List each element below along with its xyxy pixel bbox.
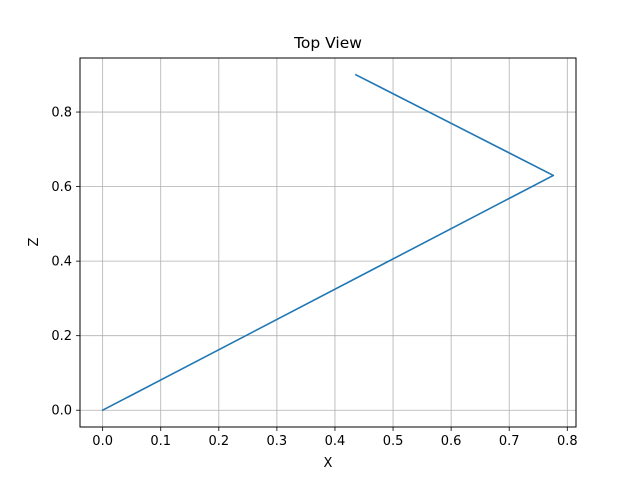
y-axis-label: Z — [27, 237, 42, 246]
x-axis-ticks: 0.0 0.1 0.2 0.3 0.4 0.5 0.6 0.7 0.8 — [92, 427, 578, 449]
x-tick-label: 0.4 — [325, 434, 346, 449]
x-tick-label: 0.3 — [267, 434, 288, 449]
x-axis-label: X — [324, 456, 333, 471]
x-tick-label: 0.2 — [208, 434, 229, 449]
y-tick-label: 0.8 — [51, 106, 72, 121]
trajectory-line — [101, 73, 555, 412]
y-tick-label: 0.6 — [51, 180, 72, 195]
y-axis-ticks: 0.0 0.2 0.4 0.6 0.8 — [51, 106, 80, 419]
x-tick-label: 0.7 — [499, 434, 520, 449]
x-tick-label: 0.0 — [92, 434, 113, 449]
x-tick-label: 0.5 — [383, 434, 404, 449]
y-tick-label: 0.2 — [51, 329, 72, 344]
x-tick-label: 0.1 — [150, 434, 171, 449]
x-tick-label: 0.6 — [441, 434, 462, 449]
y-tick-label: 0.0 — [51, 404, 72, 419]
grid — [80, 58, 576, 427]
series-layer — [101, 73, 555, 412]
x-tick-label: 0.8 — [557, 434, 578, 449]
plot-frame — [79, 57, 577, 428]
chart-title: Top View — [293, 34, 362, 52]
y-tick-label: 0.4 — [51, 255, 72, 270]
